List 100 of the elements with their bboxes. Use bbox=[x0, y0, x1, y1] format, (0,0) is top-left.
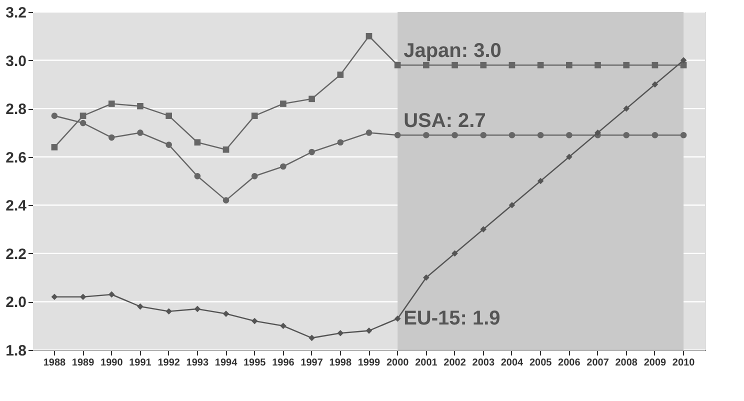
point bbox=[280, 163, 286, 170]
point bbox=[680, 57, 687, 64]
point bbox=[51, 294, 58, 300]
x-tick-label: 2009 bbox=[644, 358, 667, 368]
y-tick-label: 3.0 bbox=[6, 52, 26, 70]
point bbox=[222, 146, 230, 153]
x-tick-label: 2007 bbox=[586, 358, 610, 368]
point bbox=[194, 173, 201, 180]
point bbox=[80, 112, 86, 119]
point bbox=[508, 132, 516, 138]
y-tick-label: 3.2 bbox=[6, 4, 26, 22]
x-tick-label: 1990 bbox=[100, 358, 124, 368]
point bbox=[280, 322, 286, 330]
y-tick-label: 1.8 bbox=[6, 342, 26, 360]
point bbox=[366, 328, 372, 334]
point bbox=[137, 102, 144, 110]
point bbox=[623, 132, 630, 138]
point bbox=[80, 120, 86, 126]
point bbox=[166, 142, 172, 148]
point bbox=[394, 62, 401, 68]
point bbox=[108, 100, 115, 107]
point bbox=[366, 32, 372, 40]
point bbox=[680, 62, 687, 68]
point bbox=[280, 100, 286, 107]
point bbox=[508, 202, 516, 208]
x-tick-label: 2001 bbox=[415, 358, 438, 368]
point bbox=[452, 250, 458, 257]
point bbox=[108, 134, 115, 141]
point bbox=[623, 62, 630, 68]
point bbox=[194, 306, 201, 312]
point bbox=[166, 308, 172, 315]
point bbox=[137, 130, 144, 136]
point bbox=[366, 130, 372, 136]
annotation: Japan: 3.0 bbox=[404, 40, 502, 62]
point bbox=[508, 62, 516, 68]
point bbox=[452, 62, 458, 68]
point bbox=[652, 132, 658, 138]
point bbox=[337, 72, 344, 78]
point bbox=[423, 62, 430, 68]
y-tick-label: 2.8 bbox=[6, 101, 26, 118]
point bbox=[166, 112, 172, 119]
x-tick-label: 1988 bbox=[43, 358, 66, 368]
x-tick-label: 2002 bbox=[444, 358, 466, 368]
x-tick-label: 2004 bbox=[500, 358, 524, 368]
point bbox=[566, 154, 572, 160]
point bbox=[566, 62, 572, 68]
x-tick-label: 1999 bbox=[358, 358, 381, 368]
point bbox=[337, 139, 344, 146]
point bbox=[537, 62, 544, 68]
point bbox=[222, 310, 230, 317]
point bbox=[652, 62, 658, 68]
point bbox=[566, 132, 572, 138]
x-tick-label: 1991 bbox=[129, 358, 152, 368]
point bbox=[623, 105, 630, 112]
point bbox=[480, 132, 487, 138]
point bbox=[108, 291, 115, 298]
point bbox=[452, 132, 458, 138]
point bbox=[51, 144, 58, 150]
x-tick-label: 1997 bbox=[300, 358, 324, 368]
point bbox=[594, 62, 601, 68]
point bbox=[652, 81, 658, 88]
y-tick-label: 2.4 bbox=[6, 198, 28, 215]
x-tick-label: 1998 bbox=[329, 358, 352, 368]
x-tick-label: 1989 bbox=[72, 358, 95, 368]
point bbox=[337, 330, 344, 336]
point bbox=[308, 148, 315, 156]
y-tick-label: 2.2 bbox=[6, 246, 26, 263]
point bbox=[537, 132, 544, 138]
x-tick-label: 1995 bbox=[243, 358, 266, 368]
x-tick-label: 2005 bbox=[529, 358, 552, 368]
x-tick-label: 1992 bbox=[158, 358, 180, 368]
point bbox=[194, 139, 201, 146]
x-tick-label: 1996 bbox=[272, 358, 295, 368]
point bbox=[480, 62, 487, 68]
point bbox=[251, 173, 258, 180]
x-tick-label: 1993 bbox=[186, 358, 209, 368]
annotation: EU-15: 1.9 bbox=[404, 308, 500, 330]
x-tick-label: 2003 bbox=[472, 358, 495, 368]
point bbox=[423, 274, 430, 281]
point bbox=[137, 303, 144, 310]
point bbox=[394, 315, 401, 322]
point bbox=[80, 294, 86, 300]
point bbox=[308, 334, 315, 342]
point bbox=[394, 132, 401, 138]
point bbox=[51, 112, 58, 119]
point bbox=[222, 197, 230, 204]
x-tick-label: 2006 bbox=[558, 358, 581, 368]
point bbox=[423, 132, 430, 138]
x-tick-label: 2000 bbox=[386, 358, 410, 368]
point bbox=[480, 226, 487, 232]
y-tick-label: 2.6 bbox=[6, 149, 26, 166]
point bbox=[680, 132, 687, 138]
point bbox=[537, 178, 544, 184]
x-tick-label: 1994 bbox=[214, 358, 238, 368]
point bbox=[594, 130, 601, 136]
y-tick-label: 2.0 bbox=[6, 294, 26, 312]
x-tick-label: 2008 bbox=[615, 358, 638, 368]
point bbox=[251, 318, 258, 324]
annotation: USA: 2.7 bbox=[404, 110, 486, 132]
point bbox=[251, 112, 258, 119]
